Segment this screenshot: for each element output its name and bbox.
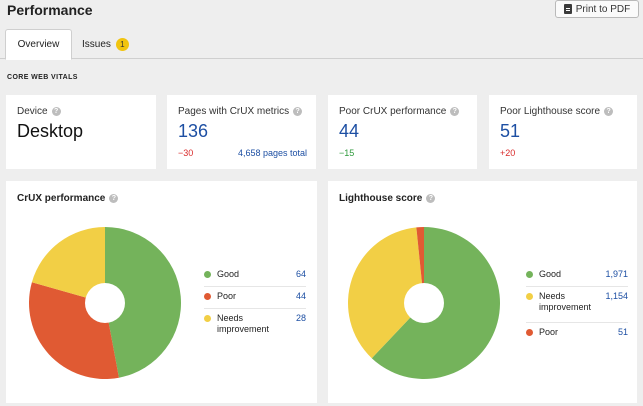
donut-hole: [85, 283, 125, 323]
legend-value[interactable]: 64: [295, 269, 306, 279]
metric-card-poor-crux: Poor CrUX performance ? 44 −15: [328, 95, 477, 169]
metric-delta: −15: [339, 148, 355, 158]
legend-label: Needs improvement: [539, 291, 592, 312]
metric-label: Device ?: [17, 106, 61, 117]
crux-legend: Good 64 Poor 44 Needs improvement 28: [204, 269, 306, 339]
lighthouse-legend: Good 1,971 Needs improvement 1,154 Poor 51: [526, 269, 628, 339]
legend-label: Needs improvement: [217, 313, 270, 334]
legend-dot-icon: [204, 271, 211, 278]
metric-value-device: Desktop: [17, 121, 84, 141]
legend-item[interactable]: Good 64: [204, 269, 306, 287]
metric-delta: +20: [500, 148, 516, 158]
question-circle-icon[interactable]: ?: [293, 107, 303, 116]
tab-issues-label: Issues: [82, 38, 111, 50]
metric-label: Poor Lighthouse score ?: [500, 106, 614, 117]
legend-label: Good: [539, 269, 562, 279]
chart-title: CrUX performance ?: [17, 193, 119, 204]
pie-slice-needs-improvement[interactable]: [348, 227, 424, 359]
metric-label-text: Poor CrUX performance: [339, 106, 447, 117]
file-pdf-icon: [563, 4, 572, 14]
legend-dot-icon: [526, 293, 533, 300]
question-circle-icon[interactable]: ?: [109, 194, 119, 203]
legend-value[interactable]: 51: [617, 327, 628, 337]
section-label-core-web-vitals: CORE WEB VITALS: [7, 74, 78, 81]
legend-item[interactable]: Needs improvement 1,154: [526, 291, 628, 323]
pie-slice-good[interactable]: [105, 227, 182, 378]
page-header: Performance Print to PDF: [0, 0, 643, 58]
legend-label: Poor: [217, 291, 237, 301]
chart-title-text: CrUX performance: [17, 193, 106, 204]
metric-value-poor-crux[interactable]: 44: [339, 121, 360, 141]
legend-label: Poor: [539, 327, 559, 337]
chart-card-crux: CrUX performance ? Good 64 Poor 44 Needs imp…: [6, 181, 317, 403]
print-to-pdf-label: Print to PDF: [575, 3, 631, 15]
metric-delta: −30: [178, 148, 194, 158]
legend-value[interactable]: 1,971: [605, 269, 628, 279]
legend-dot-icon: [204, 293, 211, 300]
metric-value-pages-crux[interactable]: 136: [178, 121, 209, 141]
tab-issues[interactable]: Issues 1: [82, 29, 129, 59]
legend-value[interactable]: 1,154: [605, 291, 628, 301]
chart-card-lighthouse: Lighthouse score ? Good 1,971 Needs improv…: [328, 181, 637, 403]
metric-card-pages-crux: Pages with CrUX metrics ? 136 −30 4,658 …: [167, 95, 316, 169]
question-circle-icon[interactable]: ?: [450, 107, 460, 116]
pages-total-link[interactable]: 4,658 pages total: [237, 148, 307, 158]
tab-overview[interactable]: Overview: [5, 29, 72, 60]
question-circle-icon[interactable]: ?: [51, 107, 61, 116]
legend-item[interactable]: Good 1,971: [526, 269, 628, 287]
tab-overview-label: Overview: [17, 39, 60, 50]
question-circle-icon[interactable]: ?: [426, 194, 436, 203]
metric-label: Pages with CrUX metrics ?: [178, 106, 303, 117]
legend-label: Good: [217, 269, 240, 279]
question-circle-icon[interactable]: ?: [604, 107, 614, 116]
tab-bar: Overview Issues 1: [0, 29, 643, 60]
page-title: Performance: [7, 2, 93, 18]
pie-slice-needs-improvement[interactable]: [31, 227, 105, 303]
legend-dot-icon: [204, 315, 211, 322]
metric-label: Poor CrUX performance ?: [339, 106, 460, 117]
metric-card-device: Device ? Desktop: [6, 95, 156, 169]
legend-value[interactable]: 44: [295, 291, 306, 301]
metric-card-poor-lighthouse: Poor Lighthouse score ? 51 +20: [489, 95, 637, 169]
chart-title-text: Lighthouse score: [339, 193, 423, 204]
crux-pie-chart: [29, 227, 182, 379]
chart-title: Lighthouse score ?: [339, 193, 436, 204]
lighthouse-pie-chart: [348, 227, 500, 379]
legend-dot-icon: [526, 329, 533, 336]
metric-label-text: Poor Lighthouse score: [500, 106, 601, 117]
legend-item[interactable]: Poor 44: [204, 291, 306, 309]
donut-hole: [404, 283, 444, 323]
metric-label-text: Device: [17, 106, 48, 117]
legend-dot-icon: [526, 271, 533, 278]
legend-item[interactable]: Needs improvement 28: [204, 313, 306, 345]
issues-count-badge: 1: [115, 37, 129, 51]
metric-label-text: Pages with CrUX metrics: [178, 106, 290, 117]
print-to-pdf-button[interactable]: Print to PDF: [555, 0, 639, 18]
legend-item[interactable]: Poor 51: [526, 327, 628, 345]
metric-value-poor-lighthouse[interactable]: 51: [500, 121, 521, 141]
legend-value[interactable]: 28: [295, 313, 306, 323]
